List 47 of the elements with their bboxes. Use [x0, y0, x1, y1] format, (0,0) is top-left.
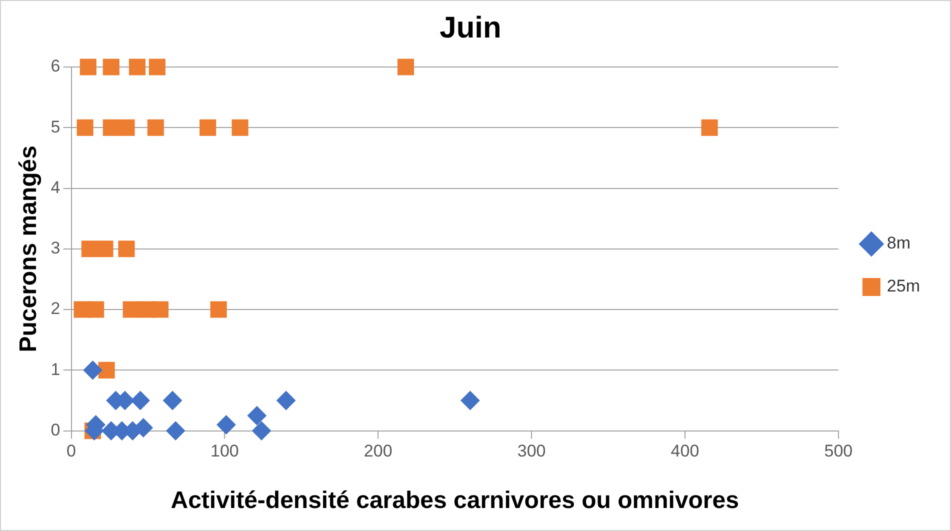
- point: [88, 301, 104, 318]
- point: [247, 406, 266, 426]
- x-tick-label: 400: [670, 442, 700, 461]
- point: [147, 119, 164, 136]
- point: [122, 301, 140, 318]
- point: [252, 421, 272, 440]
- point: [76, 119, 94, 136]
- point: [128, 58, 146, 76]
- point: [118, 119, 135, 136]
- x-tick-label: 500: [824, 442, 853, 461]
- point: [152, 301, 169, 318]
- x-axis-title: Activité-densité carabes carnivores ou omnivores: [170, 487, 739, 514]
- chart-title: Juin: [440, 11, 502, 44]
- point: [80, 58, 96, 76]
- y-tick-label: 3: [50, 238, 60, 258]
- point: [200, 119, 216, 136]
- legend-label: 25m: [886, 276, 920, 296]
- point: [96, 240, 114, 258]
- point: [118, 240, 135, 258]
- y-tick-label: 1: [50, 360, 60, 379]
- point: [216, 415, 236, 434]
- point: [130, 390, 150, 410]
- point: [102, 58, 120, 76]
- y-tick-label: 0: [50, 420, 60, 440]
- x-tick-label: 300: [517, 442, 546, 461]
- point: [163, 390, 182, 410]
- y-tick-label: 6: [50, 56, 60, 76]
- point: [81, 240, 98, 258]
- y-tick-label: 5: [50, 117, 60, 136]
- point: [276, 390, 296, 410]
- x-tick-label: 200: [364, 442, 392, 461]
- point: [232, 119, 248, 136]
- point: [102, 119, 120, 136]
- legend-label: 8m: [886, 234, 911, 253]
- point: [701, 119, 718, 136]
- point: [397, 58, 414, 76]
- point: [148, 58, 166, 76]
- y-tick-label: 4: [50, 178, 60, 197]
- point: [98, 362, 115, 378]
- y-axis-title: Pucerons mangés: [15, 146, 42, 352]
- x-tick-label: 100: [210, 442, 239, 461]
- point: [460, 390, 480, 410]
- x-tick-label: 0: [66, 442, 76, 461]
- y-tick-label: 2: [50, 299, 60, 318]
- point: [83, 360, 102, 380]
- point: [210, 301, 227, 318]
- point: [166, 421, 186, 440]
